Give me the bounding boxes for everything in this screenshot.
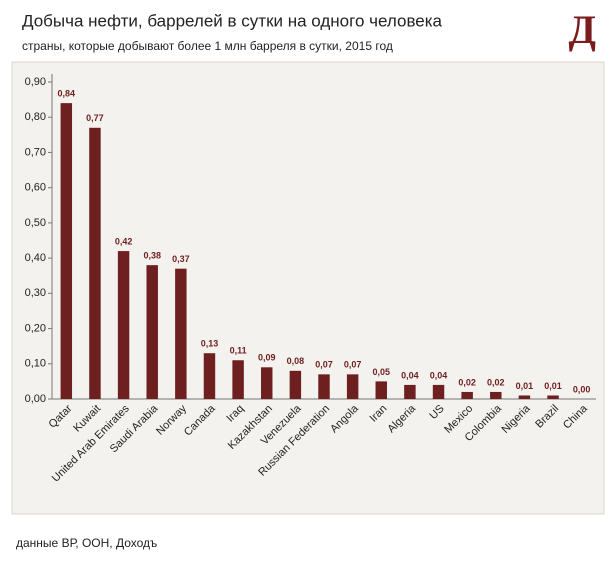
y-tick-label: 0,90 xyxy=(25,76,46,88)
bar xyxy=(346,374,359,399)
bar xyxy=(490,391,502,399)
data-label: 0,11 xyxy=(230,346,247,356)
bar xyxy=(432,384,445,399)
bar xyxy=(547,395,559,399)
bar xyxy=(175,268,187,399)
bar xyxy=(289,370,302,399)
data-label: 0,04 xyxy=(401,370,419,380)
data-label: 0,38 xyxy=(143,251,161,261)
chart-title: Добыча нефти, баррелей в сутки на одного… xyxy=(22,11,443,30)
bar xyxy=(232,360,244,399)
data-label: 0,02 xyxy=(487,377,505,387)
data-label: 0,84 xyxy=(58,89,76,99)
y-tick-label: 0,00 xyxy=(25,393,46,405)
bar xyxy=(461,391,473,399)
data-label: 0,05 xyxy=(372,367,390,377)
source: данные ВР, ООН, Доходъ xyxy=(16,536,158,550)
bar xyxy=(404,384,416,399)
data-label: 0,09 xyxy=(258,353,276,363)
data-label: 0,07 xyxy=(344,360,362,370)
y-tick-label: 0,10 xyxy=(25,358,46,370)
data-label: 0,07 xyxy=(315,360,333,370)
plot-panel xyxy=(11,61,605,515)
bar xyxy=(60,103,73,399)
y-tick-label: 0,70 xyxy=(25,146,46,158)
y-tick-label: 0,50 xyxy=(25,217,46,229)
bar xyxy=(117,251,130,399)
bar xyxy=(261,367,273,399)
data-label: 0,08 xyxy=(287,356,305,366)
data-label: 0,04 xyxy=(430,370,448,380)
y-tick-label: 0,60 xyxy=(25,182,46,194)
bar xyxy=(375,381,387,399)
logo: Д xyxy=(568,7,596,52)
chart-subtitle: страны, которые добывают более 1 млн бар… xyxy=(22,39,393,53)
bar xyxy=(89,127,101,400)
data-label: 0,37 xyxy=(172,254,190,264)
y-tick-label: 0,80 xyxy=(25,111,46,123)
data-label: 0,01 xyxy=(544,381,562,391)
data-label: 0,13 xyxy=(201,339,219,349)
data-label: 0,42 xyxy=(115,236,133,246)
data-label: 0,02 xyxy=(458,377,476,387)
bar xyxy=(203,353,216,399)
data-label: 0,00 xyxy=(573,384,591,394)
data-label: 0,77 xyxy=(86,113,104,123)
data-label: 0,01 xyxy=(516,381,534,391)
bar xyxy=(518,395,531,399)
y-tick-label: 0,40 xyxy=(25,252,46,264)
bar xyxy=(318,374,330,399)
y-tick-label: 0,30 xyxy=(25,287,46,299)
y-tick-label: 0,20 xyxy=(25,322,46,334)
bar xyxy=(146,265,158,399)
